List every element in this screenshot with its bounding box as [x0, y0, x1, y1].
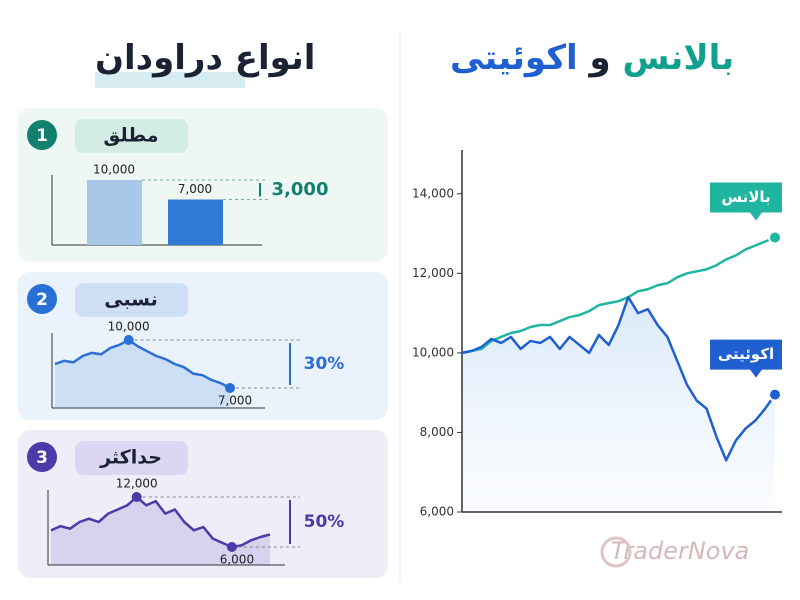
heading-pill — [75, 441, 188, 475]
value-label: 7,000 — [178, 182, 212, 196]
heading-pill — [75, 119, 188, 153]
watermark-logo — [600, 536, 632, 568]
line — [461, 236, 776, 355]
value-label: 10,000 — [108, 320, 150, 334]
bar — [87, 180, 142, 245]
badge — [27, 442, 57, 472]
heading-pill — [75, 283, 188, 317]
y-tick-label: 8,000 — [420, 425, 454, 439]
end-marker — [768, 387, 782, 402]
value-label: 6,000 — [220, 553, 254, 567]
panel-heading: نسبی — [104, 289, 157, 311]
bar — [168, 199, 223, 245]
header-title: انواع دراودان — [95, 38, 316, 78]
point — [123, 335, 134, 345]
line-area — [51, 497, 270, 565]
line-area — [55, 340, 230, 408]
legend-box — [710, 182, 782, 221]
main-title: بالانس و اکوئیتی — [450, 38, 734, 78]
line — [54, 338, 231, 390]
watermark: TraderNova — [611, 537, 750, 565]
badge — [27, 284, 57, 314]
value-label: 7,000 — [218, 394, 252, 408]
legend-label: اکوئیتی — [718, 345, 774, 363]
title-part: و — [589, 38, 611, 78]
value-label: 12,000 — [116, 477, 158, 491]
annotation: 3,000 — [272, 179, 329, 200]
point — [131, 492, 142, 502]
badge — [27, 120, 57, 150]
legend-box — [710, 339, 782, 378]
y-tick-label: 10,000 — [412, 345, 454, 359]
title-part: بالانس — [622, 38, 735, 78]
line — [461, 295, 777, 462]
legend-label: بالانس — [721, 188, 770, 206]
y-tick-label: 12,000 — [412, 266, 454, 280]
annotation: 50% — [304, 512, 345, 532]
title-part: اکوئیتی — [450, 38, 578, 78]
y-tick-label: 14,000 — [412, 186, 454, 200]
panel-heading: مطلق — [103, 125, 158, 147]
title-highlight — [95, 72, 245, 88]
end-marker — [768, 230, 782, 245]
equity-area — [462, 297, 775, 512]
value-label: 10,000 — [93, 163, 135, 177]
badge-number: 2 — [36, 290, 48, 310]
badge-number: 3 — [36, 448, 48, 468]
point — [225, 383, 235, 393]
panel-heading: حداکثر — [99, 447, 162, 469]
badge-number: 1 — [36, 126, 48, 146]
point — [226, 542, 237, 552]
y-tick-label: 6,000 — [420, 505, 454, 519]
annotation: 30% — [304, 354, 345, 374]
